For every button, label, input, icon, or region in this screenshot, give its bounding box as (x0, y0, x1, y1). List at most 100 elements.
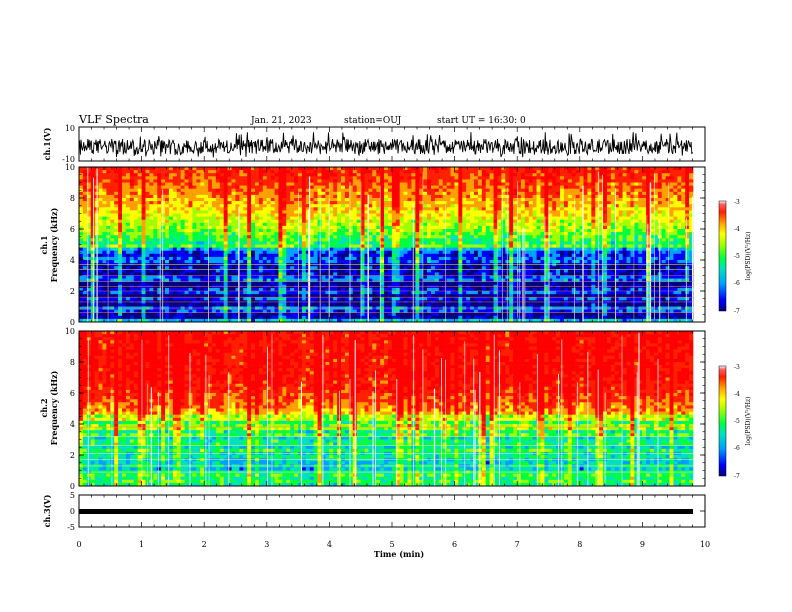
spectrogram-cell (239, 260, 244, 264)
spectrogram-cell (188, 210, 193, 214)
spectrogram-cell (395, 204, 400, 208)
spectrogram-cell (180, 204, 185, 208)
spectrogram-cell (325, 185, 330, 189)
spectrogram-cell (618, 188, 623, 193)
spectrogram-cell (595, 238, 600, 242)
spectrogram-cell (653, 250, 659, 255)
spectrogram-cell (360, 253, 365, 258)
spectrogram-cell (669, 167, 674, 171)
spectrogram-cell (599, 176, 604, 180)
spectrogram-cell (98, 185, 103, 189)
spectrogram-cell (286, 176, 291, 180)
spectrogram-cell (579, 204, 584, 208)
spectrogram-cell (646, 182, 651, 186)
spectrogram-cell (141, 191, 146, 196)
spectrogram-cell (129, 247, 135, 251)
spectrogram-cell (434, 170, 440, 174)
spectrogram-cell (376, 253, 381, 258)
spectrogram-cell (192, 185, 197, 189)
spectrogram-cell (466, 238, 471, 242)
spectrogram-cell (622, 232, 627, 236)
spectrogram-cell (110, 250, 115, 255)
spectrogram-cell (415, 219, 420, 224)
spectrogram-cell (560, 167, 565, 171)
spectrogram-cell (208, 194, 213, 199)
spectrogram-cell (376, 222, 381, 227)
spectrogram-cell (125, 222, 131, 227)
spectrogram-cell (219, 185, 224, 189)
spectrogram-cell (274, 244, 279, 248)
spectrogram-cell (168, 210, 174, 214)
spectrogram-cell (614, 256, 619, 261)
spectrogram-cell (430, 173, 436, 177)
spectrogram-cell (321, 244, 326, 248)
spectrogram-cell (591, 241, 596, 245)
spectrogram-cell (473, 191, 479, 196)
spectrogram-cell (434, 176, 440, 180)
spectrogram-cell (325, 204, 330, 208)
spectrogram-cell (137, 201, 142, 205)
spectrogram-cell (262, 210, 268, 214)
spectrogram-cell (133, 194, 138, 199)
spectrogram-cell (626, 191, 631, 196)
spectrogram-cell (368, 232, 373, 236)
spectrogram-cell (649, 173, 655, 177)
spectrogram-cell (172, 176, 178, 180)
spectrogram-cell (384, 250, 389, 255)
spectrogram-cell (356, 229, 361, 233)
spectrogram-cell (642, 225, 647, 230)
spectrogram-cell (638, 260, 643, 264)
spectrogram-cell (118, 170, 123, 174)
spectrogram-cell (517, 179, 522, 183)
spectrogram-cell (391, 253, 397, 258)
spectrogram-cell (122, 176, 127, 180)
spectrogram-cell (270, 232, 275, 236)
spectrogram-cell (571, 260, 576, 264)
spectrogram-cell (434, 167, 440, 171)
spectrogram-cell (262, 185, 268, 189)
spectrogram-cell (329, 204, 334, 208)
spectrogram-cell (685, 244, 690, 248)
spectrogram-cell (501, 198, 506, 202)
spectrogram-cell (251, 173, 256, 177)
spectrogram-cell (450, 194, 455, 199)
spectrogram-cell (391, 173, 397, 177)
spectrogram-cell (509, 182, 514, 186)
spectrogram-cell (188, 188, 193, 193)
spectrogram-cell (587, 222, 592, 227)
spectrogram-cell (509, 198, 514, 202)
spectrogram-cell (333, 207, 338, 211)
spectrogram-cell (595, 188, 600, 193)
spectrogram-cell (438, 247, 444, 251)
spectrogram-cell (188, 253, 193, 258)
spectrogram-cell (274, 198, 279, 202)
spectrogram-cell (614, 185, 619, 189)
spectrogram-cell (82, 222, 88, 227)
spectrogram-cell (665, 179, 670, 183)
spectrogram-cell (587, 225, 592, 230)
spectrogram-cell (470, 253, 475, 258)
spectrogram-cell (407, 229, 412, 233)
spectrogram-cell (309, 222, 314, 227)
spectrogram-cell (114, 170, 119, 174)
spectrogram-cell (192, 201, 197, 205)
spectrogram-cell (231, 238, 236, 242)
spectrogram-cell (321, 182, 326, 186)
spectrogram-cell (560, 260, 565, 264)
spectrogram-cell (689, 250, 694, 255)
spectrogram-cell (466, 182, 471, 186)
spectrogram-cell (262, 170, 268, 174)
spectrogram-cell (344, 191, 350, 196)
spectrogram-cell (485, 173, 490, 177)
spectrogram-cell (677, 179, 682, 183)
spectrogram-cell (254, 235, 260, 239)
spectrogram-cell (673, 167, 678, 171)
spectrogram-cell (341, 198, 346, 202)
spectrogram-cell (227, 182, 232, 186)
spectrogram-cell (149, 232, 154, 236)
spectrogram-cell (517, 185, 522, 189)
spectrogram-cell (622, 253, 627, 258)
spectrogram-cell (337, 194, 342, 199)
spectrogram-cell (290, 213, 295, 217)
spectrogram-cell (497, 210, 502, 214)
